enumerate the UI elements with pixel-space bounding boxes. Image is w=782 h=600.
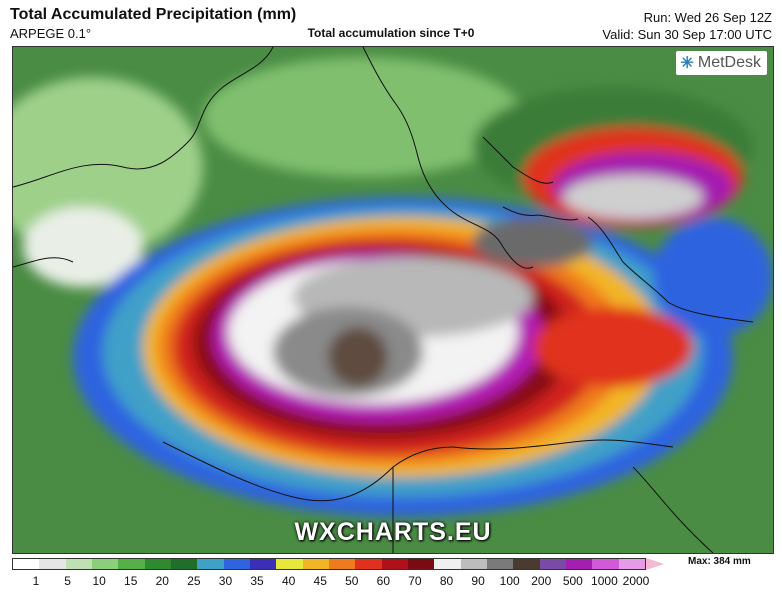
colorbar-cell bbox=[355, 559, 382, 569]
header-right: Run: Wed 26 Sep 12Z Valid: Sun 30 Sep 17… bbox=[602, 9, 772, 43]
watermark: WXCHARTS.EU bbox=[294, 518, 492, 546]
valid-label: Valid: Sun 30 Sep 17:00 UTC bbox=[602, 27, 772, 42]
map-subtitle: Total accumulation since T+0 bbox=[307, 26, 475, 40]
colorbar-ticks: 1 5 10 15 20 25 30 35 40 45 50 60 70 80 90 100 200 500 100… bbox=[12, 574, 652, 590]
colorbar-cell bbox=[39, 559, 66, 569]
colorbar-tick-label: 35 bbox=[250, 574, 264, 588]
colorbar-cell bbox=[565, 559, 593, 569]
colorbar bbox=[12, 558, 674, 570]
colorbar-cell bbox=[118, 559, 145, 569]
colorbar-cell bbox=[249, 559, 277, 569]
colorbar-tick-label: 30 bbox=[218, 574, 233, 588]
colorbar-cell bbox=[618, 559, 645, 569]
colorbar-cell bbox=[407, 559, 435, 569]
colorbar-cell bbox=[65, 559, 92, 569]
colorbar-cell bbox=[513, 559, 540, 569]
colorbar-max-arrow bbox=[646, 558, 664, 570]
coastlines bbox=[13, 47, 754, 553]
colorbar-tick-label: 2000 bbox=[622, 574, 650, 588]
colorbar-cells bbox=[12, 558, 646, 570]
colorbar-cell bbox=[381, 559, 408, 569]
metdesk-star-icon: ✳ bbox=[680, 55, 694, 72]
colorbar-tick-label: 1000 bbox=[591, 574, 618, 588]
colorbar-cell bbox=[276, 559, 303, 569]
model-label: ARPEGE 0.1° bbox=[10, 26, 92, 41]
precipitation-map: ✳ MetDesk WXCHARTS.EU bbox=[12, 46, 774, 554]
map-graphic bbox=[13, 47, 773, 553]
colorbar-tick-label: 50 bbox=[345, 574, 359, 588]
precip-field bbox=[13, 57, 773, 517]
colorbar-cell bbox=[91, 559, 119, 569]
colorbar-tick-label: 10 bbox=[92, 574, 106, 588]
map-title: Total Accumulated Precipitation (mm) bbox=[10, 6, 297, 23]
colorbar-cell bbox=[197, 559, 224, 569]
header-left: Total Accumulated Precipitation (mm) ARP… bbox=[10, 6, 296, 41]
colorbar-cell bbox=[144, 559, 171, 569]
colorbar-cell bbox=[302, 559, 329, 569]
colorbar-tick-label: 500 bbox=[562, 574, 583, 588]
colorbar-cell bbox=[170, 559, 198, 569]
colorbar-tick-label: 5 bbox=[64, 574, 71, 588]
run-label: Run: Wed 26 Sep 12Z bbox=[643, 10, 772, 25]
colorbar-cell bbox=[460, 559, 487, 569]
colorbar-tick-label: 80 bbox=[439, 574, 454, 588]
colorbar-tick-label: 100 bbox=[499, 574, 520, 588]
colorbar-cell bbox=[223, 559, 250, 569]
metdesk-logo: ✳ MetDesk bbox=[676, 51, 767, 75]
colorbar-tick-label: 90 bbox=[471, 574, 485, 588]
colorbar-tick-label: 15 bbox=[124, 574, 138, 588]
colorbar-tick-label: 60 bbox=[376, 574, 391, 588]
colorbar-cell bbox=[434, 559, 461, 569]
colorbar-tick-label: 20 bbox=[155, 574, 169, 588]
colorbar-tick-label: 25 bbox=[187, 574, 201, 588]
colorbar-cell bbox=[328, 559, 356, 569]
colorbar-tick-label: 70 bbox=[408, 574, 422, 588]
colorbar-cell bbox=[539, 559, 566, 569]
colorbar-cell bbox=[592, 559, 619, 569]
logo-text: MetDesk bbox=[697, 54, 761, 71]
colorbar-tick-label: 45 bbox=[313, 574, 327, 588]
colorbar-tick-label: 200 bbox=[531, 574, 552, 588]
colorbar-cell bbox=[13, 559, 40, 569]
colorbar-tick-label: 1 bbox=[32, 574, 40, 588]
colorbar-cell bbox=[486, 559, 514, 569]
max-label: Max: 384 mm bbox=[688, 556, 751, 567]
colorbar-tick-label: 40 bbox=[281, 574, 296, 588]
